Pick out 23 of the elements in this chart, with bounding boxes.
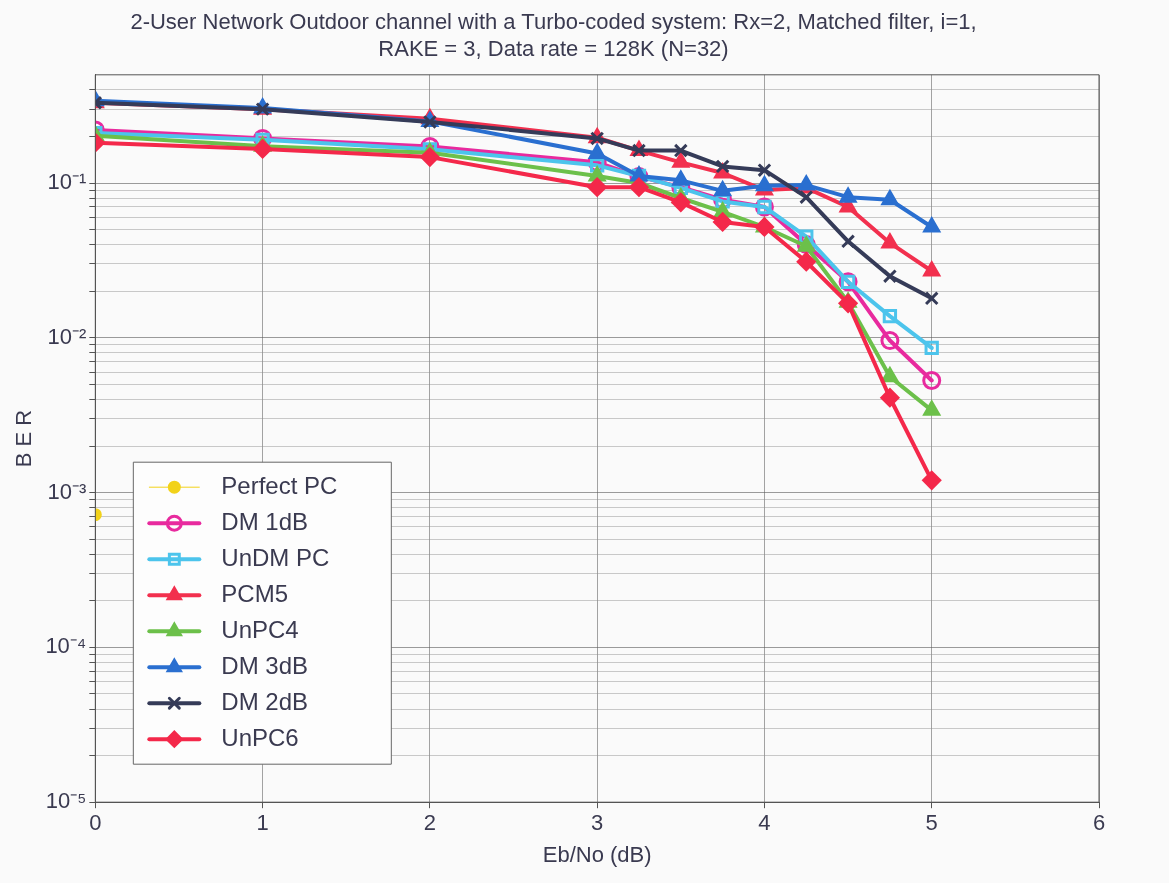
y-tick-label: 10⁻³ bbox=[47, 478, 87, 504]
y-tick-label: 10⁻² bbox=[47, 323, 87, 349]
x-tick-label: 5 bbox=[925, 810, 938, 836]
legend-label: DM 2dB bbox=[221, 687, 309, 715]
x-tick-label: 4 bbox=[758, 810, 771, 836]
legend-label: UnPC6 bbox=[221, 723, 299, 751]
y-tick-label: 10⁻¹ bbox=[47, 169, 87, 195]
legend-label: DM 3dB bbox=[221, 651, 309, 679]
x-tick-label: 0 bbox=[89, 810, 102, 836]
x-tick-label: 6 bbox=[1092, 810, 1106, 836]
x-tick-label: 2 bbox=[423, 810, 437, 836]
legend-label: UnPC4 bbox=[221, 615, 299, 643]
legend-label: DM 1dB bbox=[221, 507, 309, 535]
legend-label: PCM5 bbox=[221, 579, 289, 607]
legend-label: UnDM PC bbox=[221, 543, 330, 571]
y-axis-title: B E R bbox=[11, 409, 37, 468]
x-tick-label: 1 bbox=[256, 810, 269, 836]
y-tick-label: 10⁻⁴ bbox=[45, 633, 87, 659]
x-axis-title: Eb/No (dB) bbox=[542, 841, 652, 867]
legend-label: Perfect PC bbox=[221, 471, 338, 499]
y-tick-label: 10⁻⁵ bbox=[45, 788, 87, 814]
x-tick-label: 3 bbox=[591, 810, 604, 836]
chart-title: 2-User Network Outdoor channel with a Turbo-coded system: Rx=2, Matched filter, i=1, RAKE = 3, Data rate = 128K (N=32) bbox=[130, 9, 977, 61]
